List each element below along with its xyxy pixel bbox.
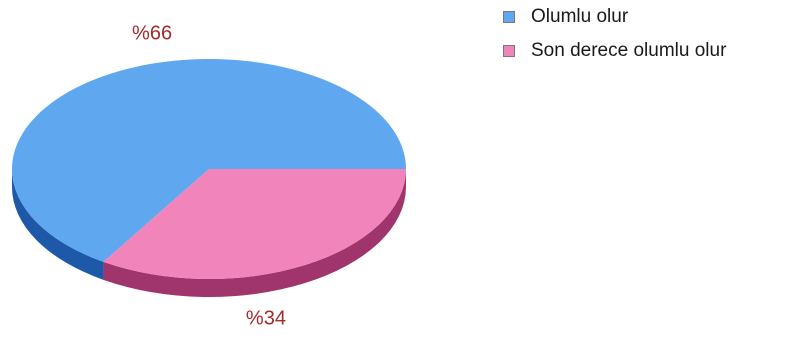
pie-top-layer [11,58,406,279]
legend-label-son-derece-olumlu-olur: Son derece olumlu olur [531,40,727,61]
pie-side-son-derece-olumlu-olur [103,169,406,297]
legend-item-son-derece-olumlu-olur: Son derece olumlu olur [503,34,726,68]
legend-label-olumlu-olur: Olumlu olur [531,6,629,27]
legend-swatch-son-derece-olumlu-olur [503,45,515,57]
legend-swatch-olumlu-olur [503,11,515,23]
data-label-olumlu-olur: %66 [132,22,172,44]
pie-slice-olumlu-olur [11,58,406,262]
data-label-son-derece-olumlu-olur: %34 [246,308,286,330]
pie-side-layer [12,169,406,297]
legend: Olumlu olur Son derece olumlu olur [503,0,726,68]
legend-item-olumlu-olur: Olumlu olur [503,0,726,34]
pie-side-olumlu-olur [12,169,104,280]
pie-slice-son-derece-olumlu-olur [103,169,406,279]
data-labels: %66 %34 [132,22,286,329]
